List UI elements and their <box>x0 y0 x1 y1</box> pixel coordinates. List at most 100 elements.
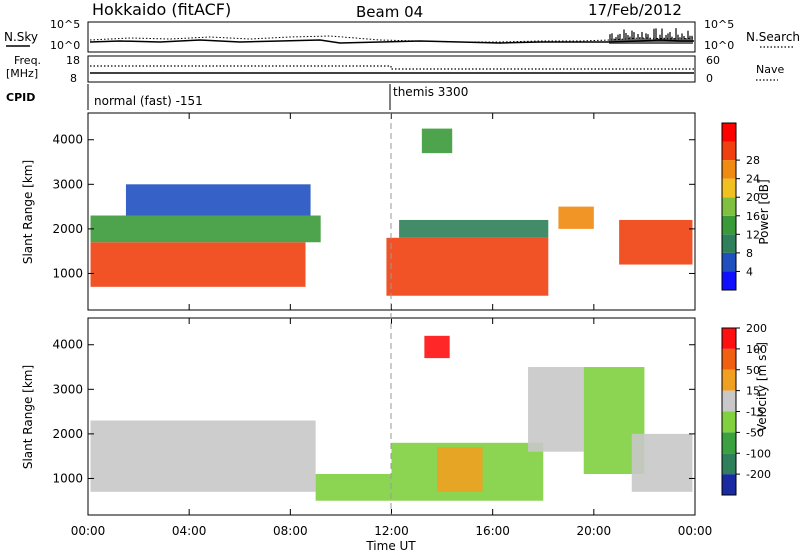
colorbar-tick-label: 8 <box>746 247 753 260</box>
scatter-region <box>90 242 306 287</box>
range-tick-label: 3000 <box>52 177 83 191</box>
noise-tick-left-top: 10^5 <box>50 18 80 31</box>
velocity-ylabel: Slant Range [km] <box>21 365 35 469</box>
noise-tick-right-top: 10^5 <box>704 18 734 31</box>
time-tick-label: 08:00 <box>273 524 308 538</box>
time-axis-label: Time UT <box>365 539 416 553</box>
scatter-region <box>421 128 453 154</box>
noise-tick-right-bottom: 10^0 <box>704 39 734 52</box>
time-tick-label: 04:00 <box>172 524 207 538</box>
nave-tick-bottom: 0 <box>706 72 713 85</box>
colorbar-tick-label: 28 <box>746 154 760 167</box>
colorbar-swatch <box>722 215 736 235</box>
colorbar-swatch <box>722 160 736 179</box>
time-axis: 00:00 04:00 08:00 12:00 16:00 20:00 00:00 <box>71 113 713 538</box>
range-tick-label: 2000 <box>52 222 83 236</box>
time-tick-label: 00:00 <box>678 524 713 538</box>
colorbar-tick-label: 100 <box>746 343 767 356</box>
range-tick-label: 3000 <box>52 382 83 396</box>
colorbar-swatch <box>722 141 736 161</box>
colorbar-swatch <box>722 348 736 370</box>
colorbar-tick-label: 20 <box>746 191 760 204</box>
colorbar-swatch <box>722 453 736 475</box>
power-colorbar-label: Power [dB] <box>757 179 771 244</box>
velocity-colorbar-label-main: Velocity [m s <box>755 355 769 432</box>
freq-label-line1: Freq. <box>14 54 41 67</box>
nave-tick-top: 60 <box>706 54 720 67</box>
time-tick-label: 20:00 <box>577 524 612 538</box>
time-tick-label: 00:00 <box>71 524 106 538</box>
date-title: 17/Feb/2012 <box>588 1 682 19</box>
velocity-panel: 1000 2000 3000 4000 Slant Range [km] 200 100… <box>21 317 771 516</box>
time-tick-label: 12:00 <box>374 524 409 538</box>
velocity-marks <box>90 335 693 501</box>
freq-nave-strip: Freq. [MHz] 18 8 60 0 Nave <box>6 54 784 85</box>
nsky-label: N.Sky <box>4 30 38 44</box>
freq-label-line2: [MHz] <box>6 67 38 80</box>
cpid-second-mode: themis 3300 <box>393 85 468 99</box>
colorbar-swatch <box>722 411 736 433</box>
scatter-region <box>437 447 483 492</box>
colorbar-tick-label: 200 <box>746 322 767 335</box>
noise-spikes <box>609 28 693 44</box>
freq-tick-bottom: 8 <box>70 72 77 85</box>
cpid-row: CPID normal (fast) -151 themis 3300 <box>6 84 468 110</box>
colorbar-tick-label: -100 <box>746 447 771 460</box>
colorbar-tick-label: 50 <box>746 364 760 377</box>
colorbar-swatch <box>722 252 736 272</box>
colorbar-swatch <box>722 271 736 290</box>
range-tick-label: 1000 <box>52 266 83 280</box>
scatter-region <box>386 237 549 296</box>
colorbar-swatch <box>722 390 736 412</box>
range-tick-label: 1000 <box>52 471 83 485</box>
time-tick-label: 16:00 <box>475 524 510 538</box>
colorbar-tick-label: 4 <box>746 265 753 278</box>
range-tick-label: 4000 <box>52 133 83 147</box>
velocity-colorbar-label-end: ] <box>755 342 769 347</box>
scatter-region <box>399 219 549 238</box>
colorbar-swatch <box>722 432 736 454</box>
freq-tick-top: 18 <box>66 54 80 67</box>
velocity-colorbar: 200 100 50 15 -15 -50 -100 -200 <box>721 322 771 496</box>
colorbar-swatch <box>722 123 736 142</box>
scatter-region <box>315 473 392 501</box>
colorbar-frame <box>721 122 737 291</box>
noise-strip: N.Sky 10^5 10^0 10^5 10^0 N.Search <box>4 18 800 53</box>
scatter-region <box>619 219 693 265</box>
colorbar-tick-label: 24 <box>746 173 760 186</box>
power-yticks: 1000 2000 3000 4000 <box>52 133 695 280</box>
colorbar-tick-label: -15 <box>746 406 764 419</box>
scatter-region <box>90 420 316 492</box>
scatter-region <box>90 215 321 243</box>
cpid-first-mode: normal (fast) -151 <box>94 94 203 108</box>
scatter-region <box>558 206 594 229</box>
nsearch-label: N.Search <box>746 30 800 44</box>
cpid-label: CPID <box>6 91 35 104</box>
scatter-region <box>424 335 450 359</box>
colorbar-tick-label: -50 <box>746 426 764 439</box>
power-colorbar: 4 8 12 16 20 24 28 <box>721 122 760 291</box>
colorbar-swatch <box>722 474 736 495</box>
velocity-colorbar-label: Velocity [m s-1] <box>754 342 769 432</box>
colorbar-swatch <box>722 328 736 349</box>
nsearch-line <box>89 35 695 43</box>
colorbar-tick-label: 16 <box>746 210 760 223</box>
scatter-region <box>528 367 584 452</box>
colorbar-swatch <box>722 197 736 216</box>
nave-line <box>90 65 694 70</box>
power-ylabel: Slant Range [km] <box>21 160 35 264</box>
scatter-region <box>631 433 693 492</box>
velocity-colorbar-label-sup: -1 <box>754 347 763 355</box>
site-title: Hokkaido (fitACF) <box>92 0 231 19</box>
noise-tick-left-bottom: 10^0 <box>50 39 80 52</box>
colorbar-swatch <box>722 369 736 391</box>
nave-label: Nave <box>756 63 784 76</box>
range-tick-label: 4000 <box>52 338 83 352</box>
colorbar-tick-label: 15 <box>746 385 760 398</box>
power-panel: 1000 2000 3000 4000 Slant Range [km] 4 8 12 16… <box>21 112 771 311</box>
range-tick-label: 2000 <box>52 427 83 441</box>
velocity-yticks: 1000 2000 3000 4000 <box>52 338 695 485</box>
scatter-region <box>125 184 311 216</box>
